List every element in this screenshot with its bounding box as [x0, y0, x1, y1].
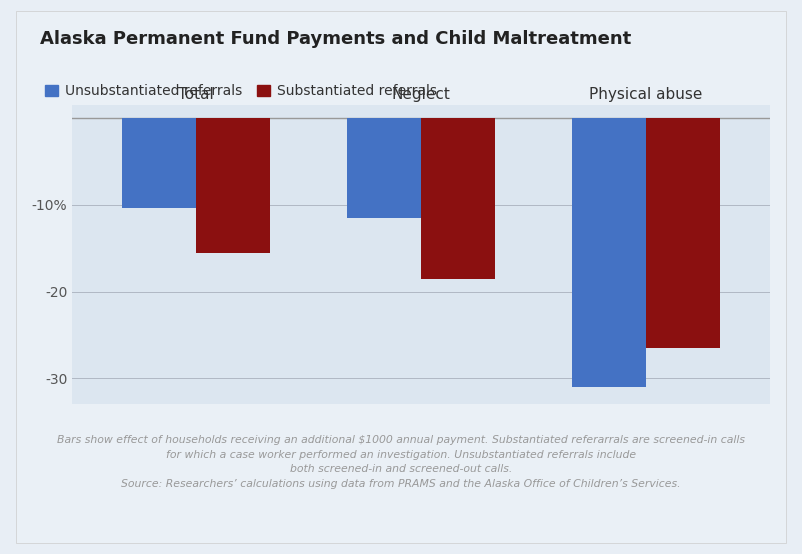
- Bar: [646, 118, 720, 348]
- Text: Total: Total: [178, 88, 214, 102]
- Text: Bars show effect of households receiving an additional $1000 annual payment. Sub: Bars show effect of households receiving…: [57, 435, 745, 489]
- Legend: Unsubstantiated referrals, Substantiated referrals: Unsubstantiated referrals, Substantiated…: [39, 79, 443, 104]
- Bar: [196, 118, 270, 253]
- Text: Physical abuse: Physical abuse: [589, 88, 703, 102]
- Bar: [346, 118, 421, 218]
- Bar: [122, 118, 196, 208]
- Bar: [572, 118, 646, 387]
- Bar: [421, 118, 496, 279]
- Text: Alaska Permanent Fund Payments and Child Maltreatment: Alaska Permanent Fund Payments and Child…: [40, 30, 631, 48]
- Text: Neglect: Neglect: [391, 88, 451, 102]
